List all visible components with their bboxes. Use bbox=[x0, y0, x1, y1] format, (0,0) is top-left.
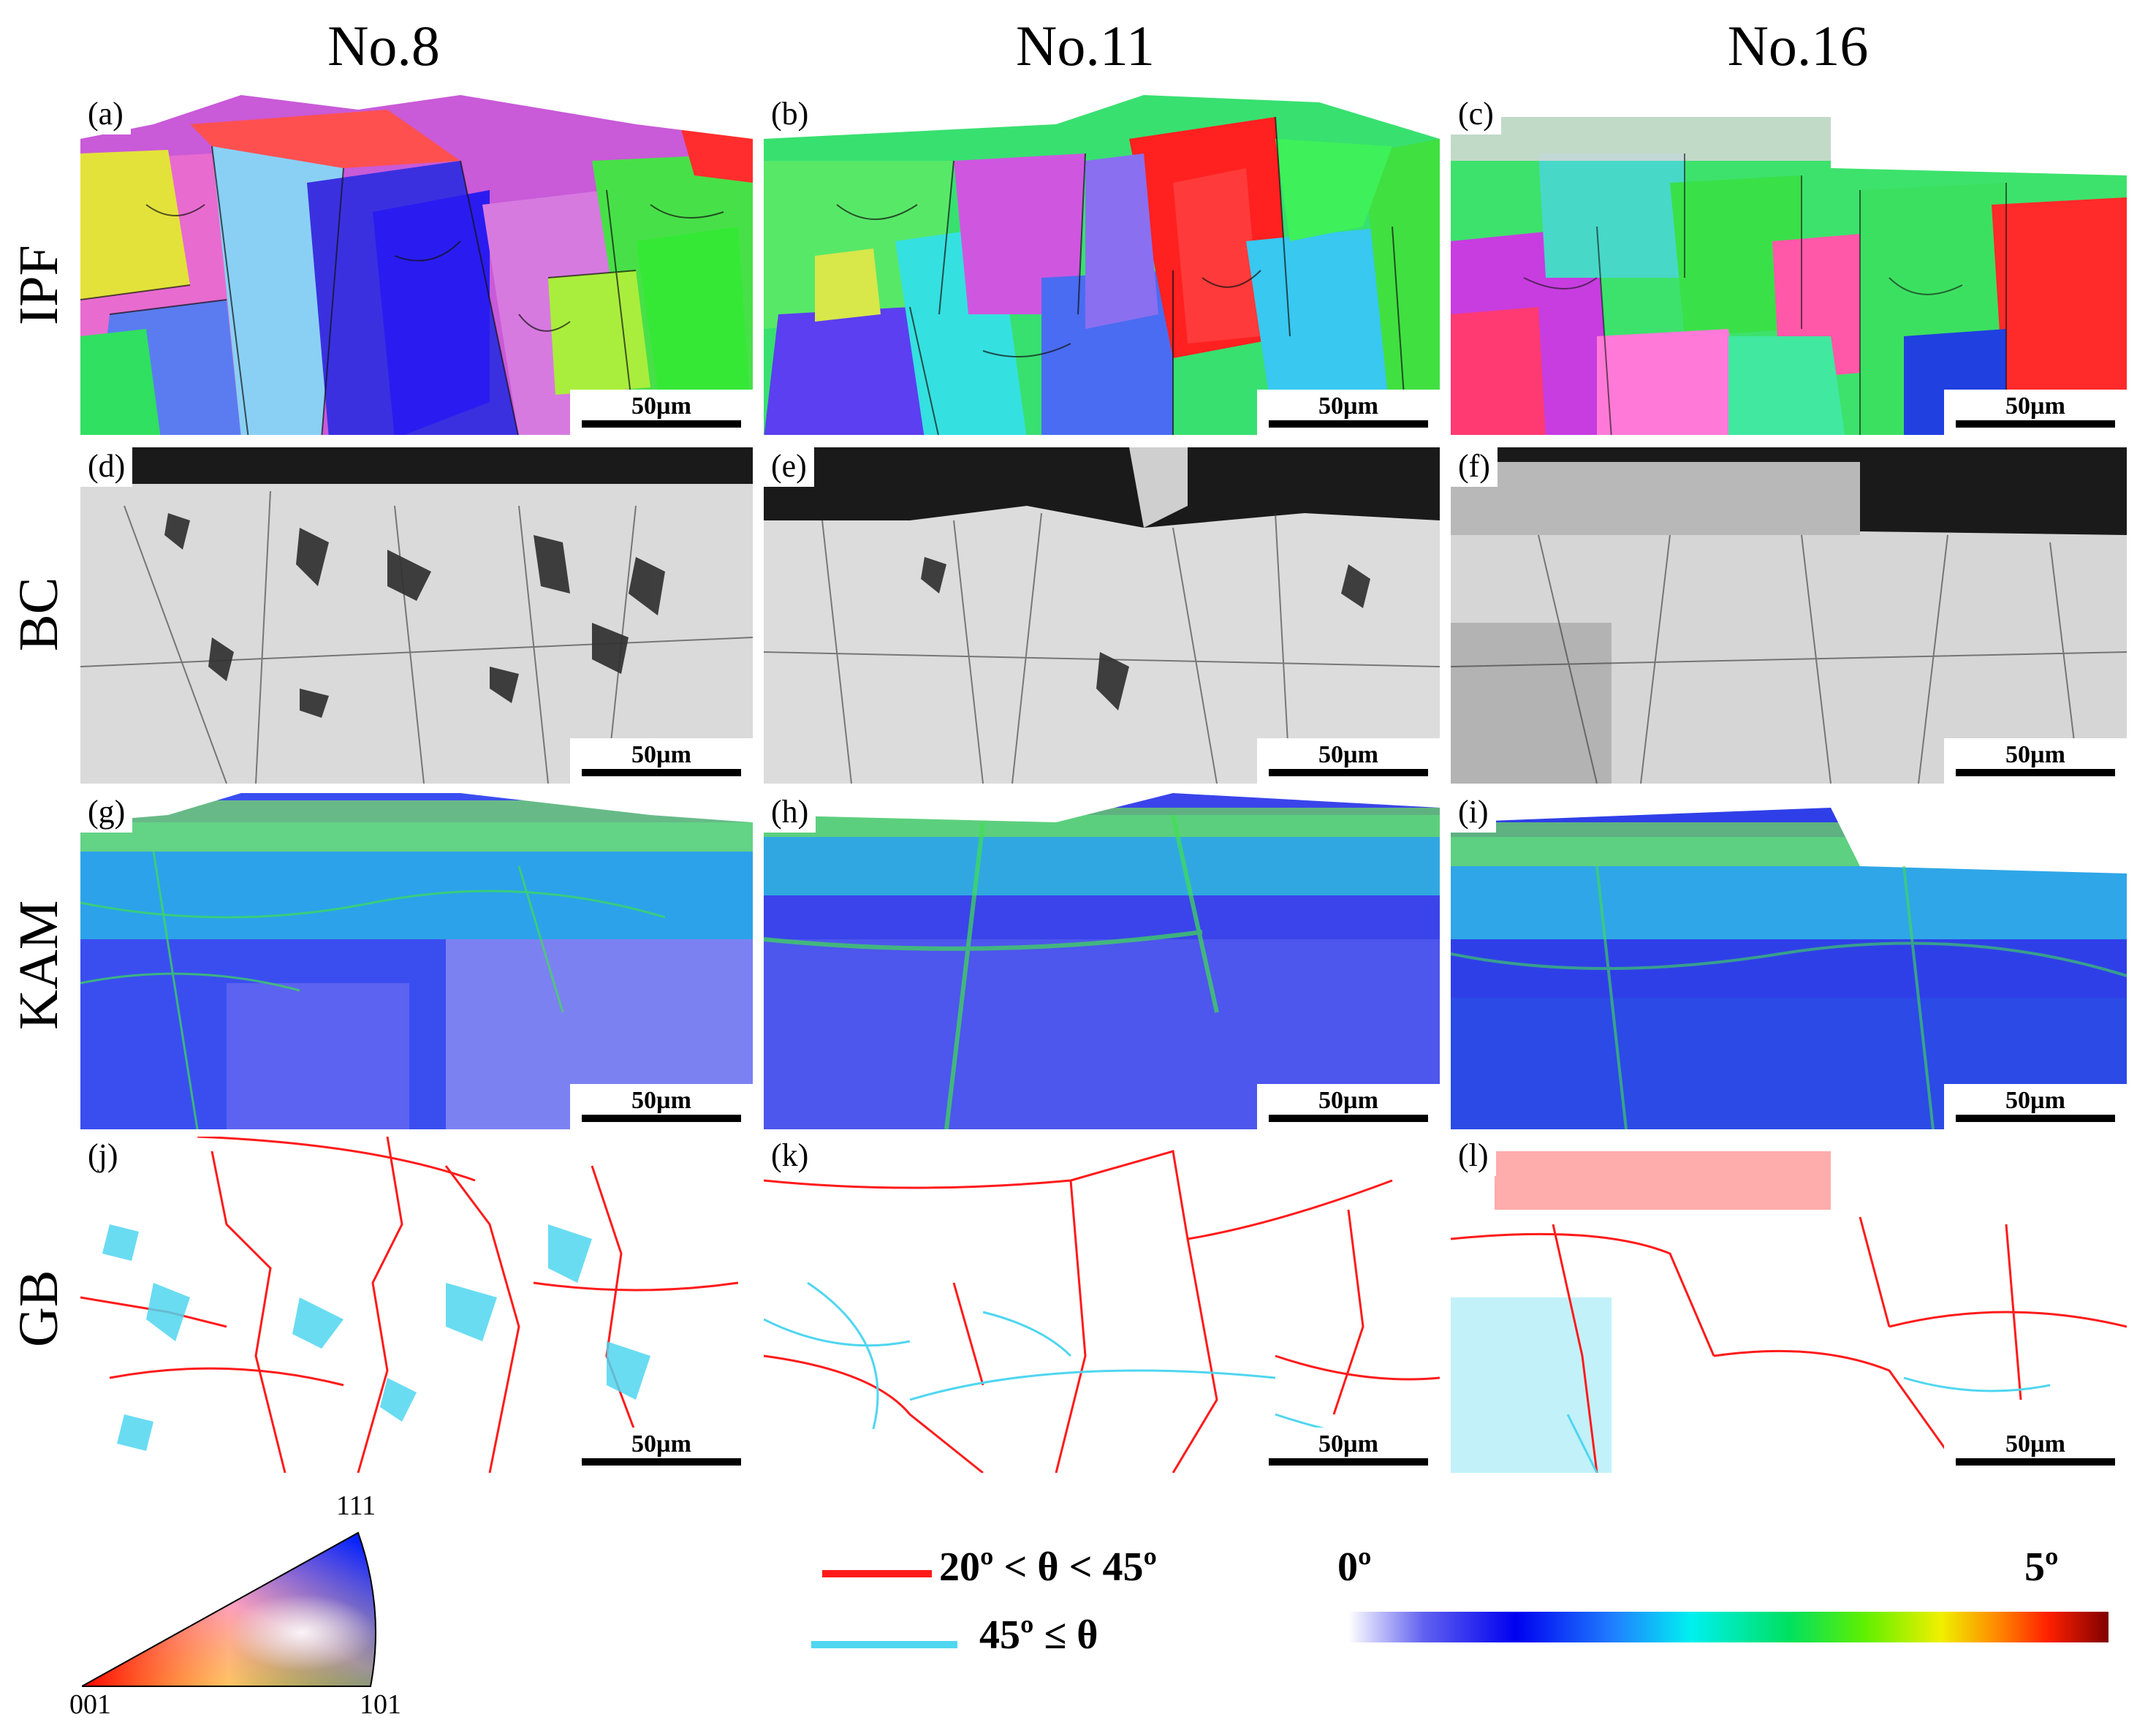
scale-bar-e: 50µm bbox=[1257, 738, 1440, 784]
panel-e-bc-no11: (e) 50µm bbox=[764, 447, 1440, 784]
panel-d-bc-no8: (d) 50µm bbox=[80, 447, 753, 784]
scale-bar-line bbox=[582, 769, 741, 776]
gb-legend-cyan-label: 45º ≤ θ bbox=[979, 1612, 1098, 1658]
scale-bar-i: 50µm bbox=[1944, 1084, 2127, 1129]
row-title-gb: GB bbox=[8, 1270, 69, 1347]
panel-f-bc-no16: (f) 50µm bbox=[1451, 447, 2127, 784]
scale-bar-text: 50µm bbox=[1318, 1430, 1378, 1458]
panel-g-kam-no8: (g) 50µm bbox=[80, 793, 753, 1129]
scale-bar-line bbox=[1269, 1115, 1428, 1122]
scale-bar-line bbox=[582, 420, 741, 428]
panel-i-kam-no16: (i) 50µm bbox=[1451, 793, 2127, 1129]
panel-label-f: (f) bbox=[1451, 447, 1498, 487]
kam-colorbar bbox=[1348, 1612, 2108, 1642]
panel-b-ipf-no11: (b) 50µm bbox=[764, 95, 1440, 435]
panel-a-ipf-no8: (a) 50µm bbox=[80, 95, 753, 435]
scale-bar-line bbox=[582, 1458, 741, 1466]
ipf-label-111: 111 bbox=[336, 1490, 376, 1521]
column-title-no8: No.8 bbox=[327, 14, 440, 77]
scale-bar-text: 50µm bbox=[631, 1430, 691, 1458]
kam-colorbar-min-label: 0º bbox=[1337, 1544, 1372, 1590]
panel-label-c: (c) bbox=[1451, 95, 1501, 134]
column-title-no16: No.16 bbox=[1727, 14, 1869, 77]
panel-label-j: (j) bbox=[80, 1137, 126, 1176]
panel-label-g: (g) bbox=[80, 793, 133, 833]
scale-bar-text: 50µm bbox=[631, 741, 691, 768]
scale-bar-line bbox=[582, 1115, 741, 1122]
scale-bar-text: 50µm bbox=[2005, 393, 2065, 420]
scale-bar-text: 50µm bbox=[2005, 741, 2065, 768]
scale-bar-h: 50µm bbox=[1257, 1084, 1440, 1129]
panel-c-ipf-no16: (c) 50µm bbox=[1451, 95, 2127, 435]
scale-bar-text: 50µm bbox=[1318, 741, 1378, 768]
panel-label-a: (a) bbox=[80, 95, 131, 134]
scale-bar-f: 50µm bbox=[1944, 738, 2127, 784]
panel-label-h: (h) bbox=[764, 793, 816, 833]
scale-bar-line bbox=[1956, 769, 2115, 776]
scale-bar-line bbox=[1269, 1458, 1428, 1466]
scale-bar-text: 50µm bbox=[2005, 1430, 2065, 1458]
scale-bar-line bbox=[1269, 769, 1428, 776]
scale-bar-line bbox=[1956, 420, 2115, 428]
ipf-label-101: 101 bbox=[360, 1689, 401, 1720]
scale-bar-text: 50µm bbox=[2005, 1087, 2065, 1114]
panel-label-l: (l) bbox=[1451, 1137, 1496, 1176]
panel-label-k: (k) bbox=[764, 1137, 816, 1176]
scale-bar-line bbox=[1269, 420, 1428, 428]
scale-bar-text: 50µm bbox=[631, 393, 691, 420]
scale-bar-c: 50µm bbox=[1944, 390, 2127, 435]
panel-label-e: (e) bbox=[764, 447, 814, 487]
scale-bar-line bbox=[1956, 1115, 2115, 1122]
scale-bar-a: 50µm bbox=[570, 390, 753, 435]
panel-l-gb-no16: (l) 50µm bbox=[1451, 1137, 2127, 1473]
gb-legend-red-line bbox=[822, 1570, 932, 1577]
scale-bar-j: 50µm bbox=[570, 1428, 753, 1473]
scale-bar-d: 50µm bbox=[570, 738, 753, 784]
panel-k-gb-no11: (k) 50µm bbox=[764, 1137, 1440, 1473]
panel-j-gb-no8: (j) 50µm bbox=[80, 1137, 753, 1473]
scale-bar-b: 50µm bbox=[1257, 390, 1440, 435]
scale-bar-text: 50µm bbox=[631, 1087, 691, 1114]
gb-legend-red-label: 20º < θ < 45º bbox=[939, 1544, 1158, 1590]
scale-bar-text: 50µm bbox=[1318, 393, 1378, 420]
panel-label-i: (i) bbox=[1451, 793, 1496, 833]
ipf-color-triangle bbox=[82, 1531, 376, 1687]
scale-bar-text: 50µm bbox=[1318, 1087, 1378, 1114]
panel-label-b: (b) bbox=[764, 95, 816, 134]
row-title-bc: BC bbox=[8, 577, 69, 651]
scale-bar-line bbox=[1956, 1458, 2115, 1466]
panel-label-d: (d) bbox=[80, 447, 133, 487]
scale-bar-l: 50µm bbox=[1944, 1428, 2127, 1473]
kam-colorbar-max-label: 5º bbox=[2024, 1544, 2059, 1590]
ipf-label-001: 001 bbox=[69, 1689, 111, 1720]
scale-bar-g: 50µm bbox=[570, 1084, 753, 1129]
panel-h-kam-no11: (h) 50µm bbox=[764, 793, 1440, 1129]
row-title-kam: KAM bbox=[8, 900, 69, 1030]
gb-legend-cyan-line bbox=[811, 1641, 957, 1648]
column-title-no11: No.11 bbox=[1016, 14, 1155, 77]
scale-bar-k: 50µm bbox=[1257, 1428, 1440, 1473]
row-title-ipf: IPF bbox=[8, 245, 69, 325]
